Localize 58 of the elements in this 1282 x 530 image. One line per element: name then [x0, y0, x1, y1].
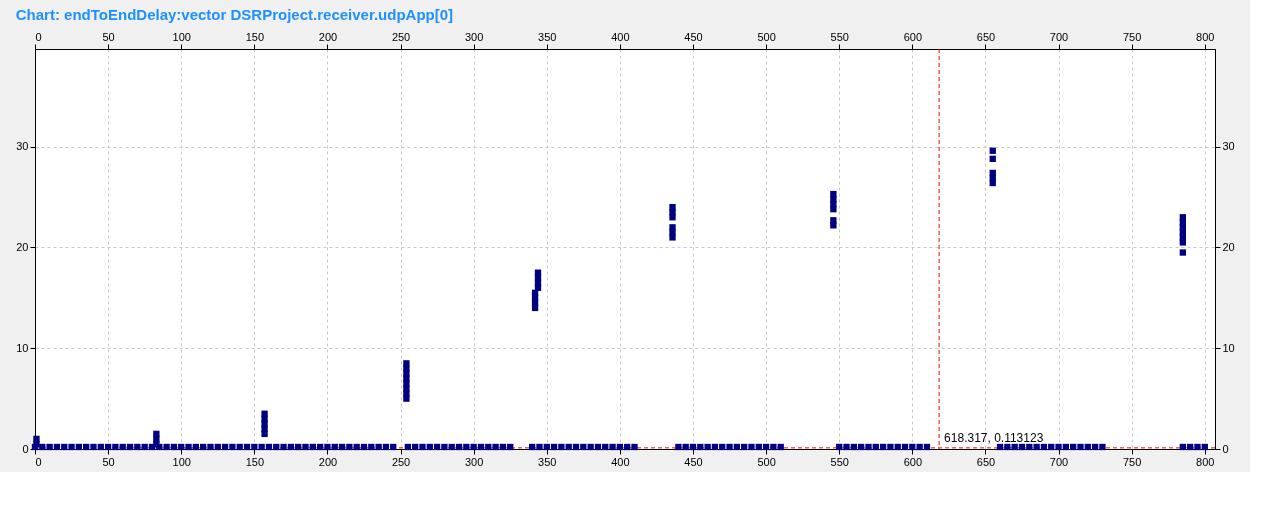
y2-tick-label: 30 — [1222, 140, 1235, 153]
y-tick-label: 20 — [16, 240, 29, 253]
x2-tick-label: 0 — [35, 30, 42, 43]
x-tick-label: 700 — [1049, 455, 1069, 468]
x2-tick-label: 500 — [757, 30, 776, 43]
x-tick-label: 350 — [538, 455, 557, 468]
x-tick-label: 250 — [391, 455, 411, 468]
x2-tick-label: 200 — [318, 30, 338, 43]
x-tick-label: 450 — [684, 455, 703, 468]
x-tick-label: 150 — [245, 455, 265, 468]
x-tick-label: 400 — [611, 455, 630, 468]
y-tick-label: 0 — [22, 442, 29, 455]
x-tick-label: 50 — [102, 455, 115, 468]
point — [1179, 214, 1186, 221]
x2-tick-label: 650 — [976, 30, 996, 43]
x-tick-label: 600 — [903, 455, 922, 468]
point — [830, 190, 837, 198]
x-tick-label: 200 — [318, 455, 338, 468]
point — [534, 269, 542, 276]
chart-title: Chart: endToEndDelay:vector DSRProject.receiver.udpApp[0] — [15, 6, 454, 23]
point — [669, 204, 676, 211]
y2-tick-label: 0 — [1222, 442, 1229, 455]
y2-tick-label: 10 — [1222, 341, 1235, 354]
x2-tick-label: 50 — [102, 30, 115, 43]
x-tick-label: 500 — [757, 455, 776, 468]
point — [989, 155, 996, 162]
point — [153, 430, 160, 438]
point — [989, 147, 996, 154]
x-tick-label: 650 — [976, 455, 996, 468]
point — [989, 169, 996, 177]
x2-tick-label: 450 — [684, 30, 703, 43]
point — [830, 217, 837, 224]
x-tick-label: 0 — [35, 455, 42, 468]
ref-line-label: 618.317, 0.113123 — [944, 430, 1044, 445]
x2-tick-label: 100 — [172, 30, 191, 43]
x2-tick-label: 800 — [1196, 30, 1215, 43]
point — [1179, 249, 1186, 256]
x2-tick-label: 250 — [391, 30, 411, 43]
x2-tick-label: 750 — [1122, 30, 1142, 43]
x2-tick-label: 700 — [1049, 30, 1069, 43]
x2-tick-label: 300 — [464, 30, 484, 43]
point — [669, 224, 676, 231]
x2-tick-label: 550 — [830, 30, 849, 43]
x2-tick-label: 150 — [245, 30, 265, 43]
x-tick-label: 100 — [172, 455, 191, 468]
x2-tick-label: 600 — [903, 30, 922, 43]
y-tick-label: 30 — [16, 140, 29, 153]
y2-tick-label: 20 — [1222, 240, 1235, 253]
x-tick-label: 300 — [464, 455, 484, 468]
x-tick-label: 750 — [1122, 455, 1142, 468]
x-tick-label: 550 — [830, 455, 849, 468]
point — [403, 360, 410, 367]
x2-tick-label: 350 — [538, 30, 557, 43]
point — [33, 435, 40, 443]
x-tick-label: 800 — [1196, 455, 1215, 468]
x2-tick-label: 400 — [611, 30, 630, 43]
y-tick-label: 10 — [16, 341, 29, 354]
point — [261, 410, 268, 417]
